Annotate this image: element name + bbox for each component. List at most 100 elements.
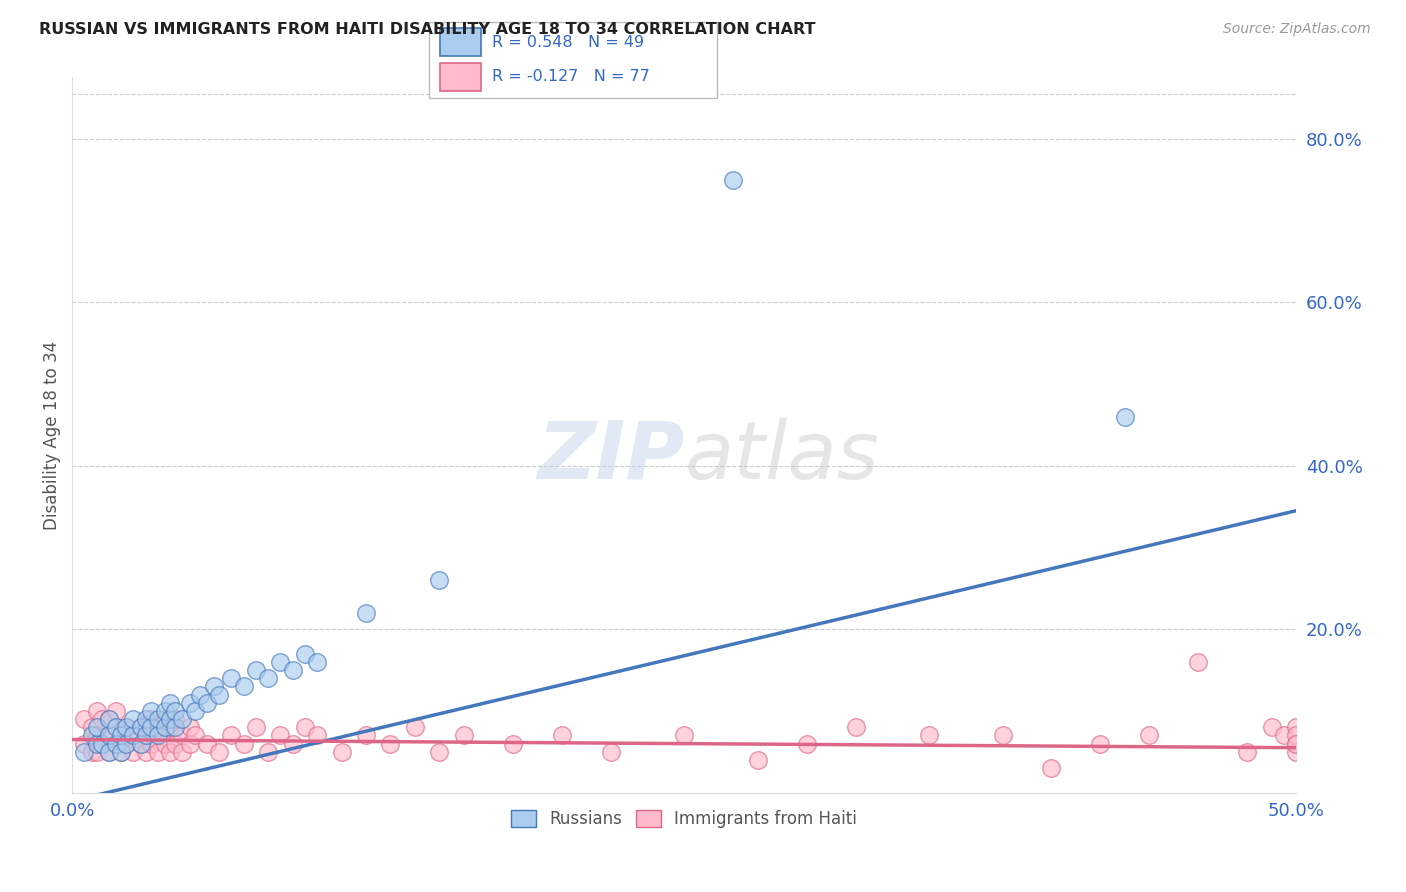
Point	[845, 720, 868, 734]
Point	[354, 728, 377, 742]
Point	[294, 647, 316, 661]
Point	[380, 737, 402, 751]
Point	[122, 728, 145, 742]
Point	[73, 712, 96, 726]
Point	[1285, 720, 1308, 734]
Point	[673, 728, 696, 742]
Point	[110, 745, 132, 759]
Point	[1090, 737, 1112, 751]
Point	[155, 737, 177, 751]
Text: R = 0.548   N = 49: R = 0.548 N = 49	[492, 35, 644, 50]
Point	[453, 728, 475, 742]
Point	[245, 663, 267, 677]
Point	[294, 720, 316, 734]
Point	[1137, 728, 1160, 742]
Point	[97, 728, 120, 742]
FancyBboxPatch shape	[440, 63, 481, 91]
Point	[1272, 728, 1295, 742]
Point	[281, 737, 304, 751]
Point	[97, 745, 120, 759]
Point	[172, 745, 194, 759]
Point	[139, 704, 162, 718]
Point	[155, 720, 177, 734]
Point	[105, 704, 128, 718]
Point	[404, 720, 426, 734]
Point	[1040, 761, 1063, 775]
Point	[165, 704, 187, 718]
Point	[1187, 655, 1209, 669]
Point	[991, 728, 1014, 742]
Point	[97, 712, 120, 726]
Point	[90, 737, 112, 751]
Point	[105, 720, 128, 734]
Point	[305, 655, 328, 669]
Point	[159, 720, 181, 734]
Point	[502, 737, 524, 751]
Point	[195, 696, 218, 710]
Point	[115, 737, 138, 751]
Point	[1261, 720, 1284, 734]
Point	[90, 737, 112, 751]
Point	[747, 753, 769, 767]
Point	[1236, 745, 1258, 759]
Point	[159, 712, 181, 726]
Point	[269, 728, 291, 742]
Point	[97, 712, 120, 726]
Point	[551, 728, 574, 742]
Point	[721, 172, 744, 186]
Point	[110, 728, 132, 742]
Point	[269, 655, 291, 669]
Point	[146, 745, 169, 759]
Point	[139, 712, 162, 726]
Point	[155, 712, 177, 726]
Point	[105, 737, 128, 751]
Text: R = -0.127   N = 77: R = -0.127 N = 77	[492, 70, 650, 85]
FancyBboxPatch shape	[440, 29, 481, 55]
Point	[73, 745, 96, 759]
Point	[129, 720, 152, 734]
Point	[221, 728, 243, 742]
Point	[232, 680, 254, 694]
Point	[146, 712, 169, 726]
Point	[155, 704, 177, 718]
Point	[1285, 745, 1308, 759]
Point	[172, 728, 194, 742]
Text: Source: ZipAtlas.com: Source: ZipAtlas.com	[1223, 22, 1371, 37]
Y-axis label: Disability Age 18 to 34: Disability Age 18 to 34	[44, 341, 60, 530]
Point	[179, 696, 201, 710]
Point	[183, 728, 205, 742]
Point	[202, 680, 225, 694]
Legend: Russians, Immigrants from Haiti: Russians, Immigrants from Haiti	[505, 803, 863, 834]
Point	[86, 737, 108, 751]
Point	[90, 712, 112, 726]
Point	[1285, 737, 1308, 751]
Point	[80, 720, 103, 734]
Point	[165, 720, 187, 734]
Point	[429, 573, 451, 587]
Point	[97, 745, 120, 759]
Text: ZIP: ZIP	[537, 417, 685, 495]
Point	[796, 737, 818, 751]
Point	[165, 737, 187, 751]
Text: atlas: atlas	[685, 417, 879, 495]
Point	[232, 737, 254, 751]
Point	[354, 606, 377, 620]
Point	[159, 745, 181, 759]
Point	[135, 728, 157, 742]
Point	[221, 671, 243, 685]
Text: RUSSIAN VS IMMIGRANTS FROM HAITI DISABILITY AGE 18 TO 34 CORRELATION CHART: RUSSIAN VS IMMIGRANTS FROM HAITI DISABIL…	[39, 22, 815, 37]
Point	[129, 737, 152, 751]
Point	[122, 745, 145, 759]
Point	[1285, 737, 1308, 751]
Point	[245, 720, 267, 734]
Point	[165, 712, 187, 726]
Point	[105, 720, 128, 734]
Point	[257, 671, 280, 685]
Point	[122, 712, 145, 726]
Point	[115, 737, 138, 751]
Point	[135, 745, 157, 759]
Point	[1114, 409, 1136, 424]
Point	[139, 720, 162, 734]
Point	[86, 728, 108, 742]
Point	[135, 728, 157, 742]
